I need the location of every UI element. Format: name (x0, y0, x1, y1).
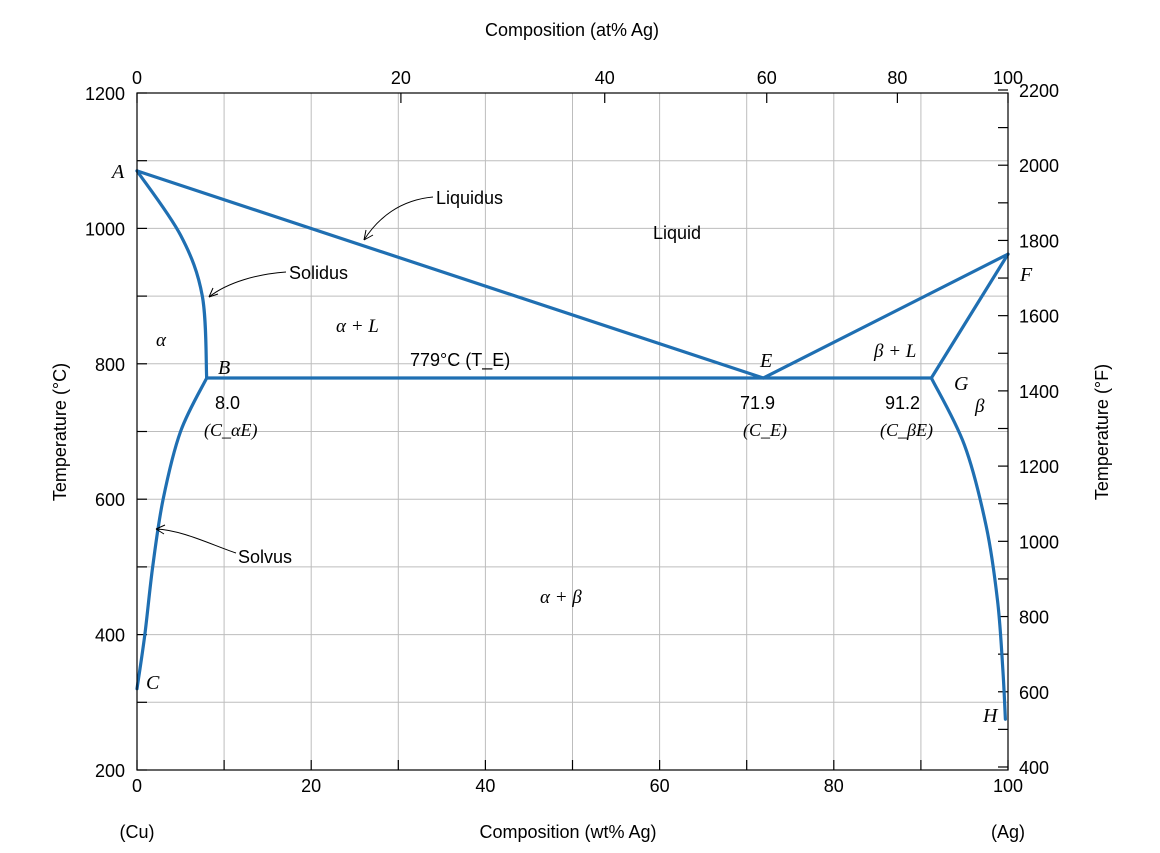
c-e-name: (C_E) (743, 420, 787, 441)
region-beta: β (974, 396, 985, 417)
y-tick-label: 400 (95, 626, 125, 646)
y2-tick-label: 1400 (1019, 382, 1059, 402)
x-tick-label: 40 (475, 776, 495, 796)
solvus-arrowhead (155, 524, 166, 535)
y2-tick-label: 1200 (1019, 457, 1059, 477)
y2-tick-label: 1600 (1019, 307, 1059, 327)
x-top-tick-label: 0 (132, 68, 142, 88)
region-alpha-l: α + L (336, 316, 379, 337)
x-tick-label: 20 (301, 776, 321, 796)
plot-frame (136, 92, 1009, 771)
solvus-leader (155, 528, 237, 554)
x-top-tick-label: 80 (887, 68, 907, 88)
y2-axis-label: Temperature (°F) (1092, 364, 1112, 500)
tick-labels: 0 20 40 60 80 1000 20 40 60 80 1002004006008001000… (85, 68, 1059, 796)
x-left-end-label: (Cu) (120, 822, 155, 842)
x-top-tick-label: 40 (595, 68, 615, 88)
x-top-axis-label: Composition (at% Ag) (485, 20, 659, 40)
liquidus-leader (363, 196, 434, 241)
liquidus-arrowhead (363, 229, 374, 241)
x-tick-label: 80 (824, 776, 844, 796)
solidus-label: Solidus (289, 263, 348, 283)
x-tick-label: 60 (650, 776, 670, 796)
solidus-line (135, 169, 209, 380)
solidus-beta-line (929, 252, 1010, 380)
y2-tick-label: 1800 (1019, 231, 1059, 251)
point-label-h: H (982, 705, 999, 727)
c-e-value: 71.9 (740, 393, 775, 413)
x-tick-label: 0 (132, 776, 142, 796)
c-alpha-name: (C_αE) (204, 420, 257, 441)
grid (137, 93, 1008, 770)
phase-boundaries (135, 169, 1010, 721)
x-right-end-label: (Ag) (991, 822, 1025, 842)
region-alpha: α (156, 330, 167, 351)
x-axis-label: Composition (wt% Ag) (479, 822, 656, 842)
region-liquid: Liquid (653, 223, 701, 243)
y-axis-label: Temperature (°C) (50, 363, 70, 501)
c-beta-name: (C_βE) (880, 420, 933, 441)
y-tick-label: 600 (95, 490, 125, 510)
solidus-arrowhead (208, 287, 219, 298)
eutectic-temperature-label: 779°C (T_E) (410, 350, 510, 371)
y2-tick-label: 800 (1019, 608, 1049, 628)
region-alpha-beta: α + β (540, 587, 582, 608)
point-label-b: B (218, 357, 230, 379)
y-tick-label: 1000 (85, 219, 125, 239)
y2-tick-label: 600 (1019, 683, 1049, 703)
region-beta-l: β + L (873, 341, 916, 362)
c-beta-value: 91.2 (885, 393, 920, 413)
x-tick-label: 100 (993, 776, 1023, 796)
point-label-c: C (146, 672, 160, 694)
x-top-tick-label: 100 (993, 68, 1023, 88)
y2-tick-label: 1000 (1019, 532, 1059, 552)
solidus-leader (208, 271, 287, 298)
y2-tick-label: 400 (1019, 758, 1049, 778)
solvus-alpha-line (135, 376, 209, 691)
point-label-e: E (759, 350, 772, 372)
x-top-tick-label: 20 (391, 68, 411, 88)
y-tick-label: 800 (95, 355, 125, 375)
y-tick-label: 1200 (85, 84, 125, 104)
y-tick-label: 200 (95, 761, 125, 781)
solvus-beta-line (929, 376, 1007, 721)
x-top-tick-label: 60 (757, 68, 777, 88)
y2-tick-label: 2200 (1019, 81, 1059, 101)
solvus-label: Solvus (238, 547, 292, 567)
point-label-g: G (954, 373, 969, 395)
c-alpha-value: 8.0 (215, 393, 240, 413)
liquidus-label: Liquidus (436, 188, 503, 208)
y2-tick-label: 2000 (1019, 156, 1059, 176)
point-label-a: A (110, 161, 125, 183)
point-label-f: F (1019, 264, 1033, 286)
